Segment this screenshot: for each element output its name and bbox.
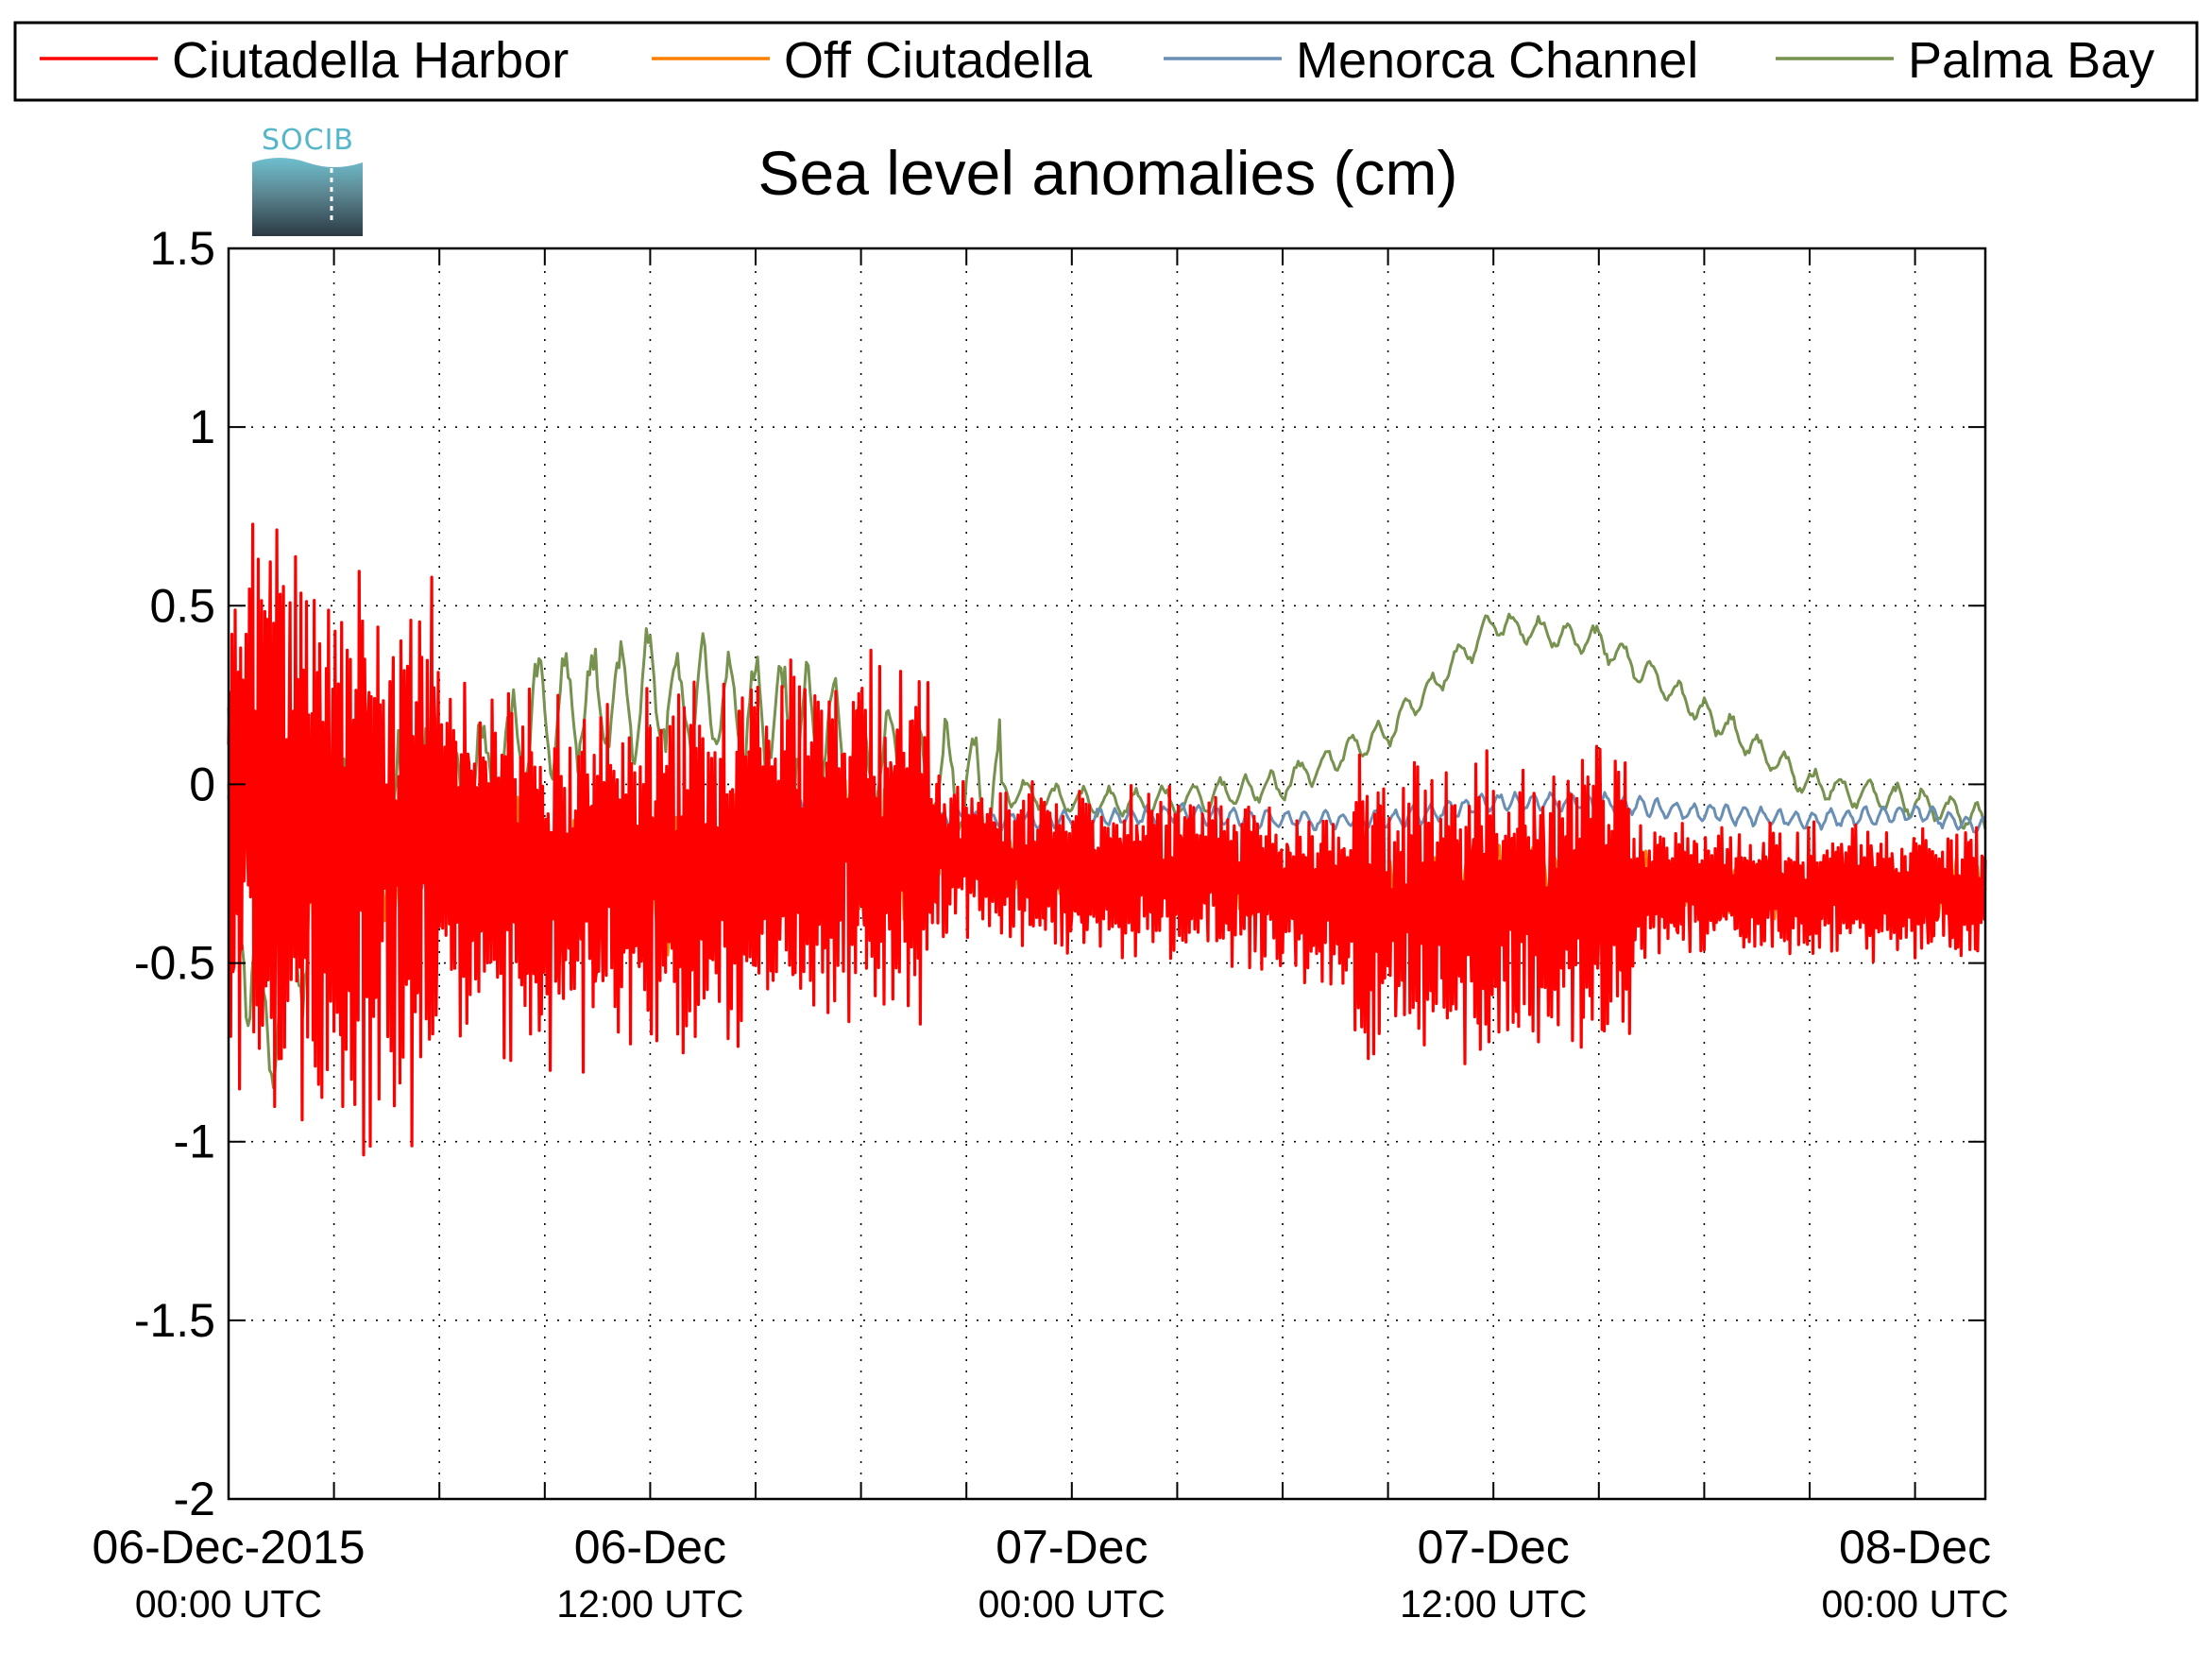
ticks — [228, 247, 1985, 1500]
y-tick-label: -2 — [174, 1473, 215, 1525]
x-tick-label-date: 07-Dec — [1418, 1521, 1570, 1574]
socib-logo: SOCIB — [252, 124, 363, 236]
y-tick-label: 0 — [189, 758, 215, 810]
plot-area: 1.5 1 0.5 0 -0.5 -1 -1.5 -2 06-Dec-2015 00:00 UT… — [92, 222, 2008, 1626]
series-layer — [227, 522, 1987, 1157]
plot-border — [227, 247, 1987, 1501]
legend-label: Off Ciutadella — [784, 32, 1093, 89]
y-tick-label: -0.5 — [134, 937, 215, 990]
chart-title: Sea level anomalies (cm) — [758, 138, 1458, 208]
x-tick-label-time: 12:00 UTC — [1400, 1582, 1587, 1626]
x-tick-label-date: 07-Dec — [995, 1521, 1148, 1574]
logo-water — [252, 156, 363, 236]
x-tick-label-time: 00:00 UTC — [1821, 1582, 2008, 1626]
legend-box — [13, 21, 2199, 102]
y-tick-label: -1 — [174, 1116, 215, 1168]
y-tick-label: 1 — [189, 400, 215, 453]
x-tick-label-time: 00:00 UTC — [978, 1582, 1166, 1626]
series-line-ciutadella-harbor — [227, 522, 1987, 1157]
x-tick-label-time: 12:00 UTC — [556, 1582, 743, 1626]
x-tick-label-date: 06-Dec — [574, 1521, 726, 1574]
y-axis-labels: 1.5 1 0.5 0 -0.5 -1 -1.5 -2 — [134, 222, 215, 1525]
y-tick-label: -1.5 — [134, 1294, 215, 1347]
legend-label: Palma Bay — [1908, 32, 2154, 89]
logo-text: SOCIB — [262, 124, 354, 157]
y-tick-label: 1.5 — [149, 222, 215, 275]
legend-label: Menorca Channel — [1296, 32, 1698, 89]
legend-label: Ciutadella Harbor — [172, 32, 569, 89]
x-tick-label-date: 06-Dec-2015 — [92, 1521, 365, 1574]
x-tick-label-date: 08-Dec — [1839, 1521, 1991, 1574]
legend: Ciutadella Harbor Off Ciutadella Menorca C… — [13, 21, 2199, 102]
logo-wave-icon — [252, 156, 363, 167]
x-tick-label-time: 00:00 UTC — [135, 1582, 322, 1626]
y-tick-label: 0.5 — [149, 579, 215, 632]
x-axis-labels: 06-Dec-2015 00:00 UTC 06-Dec 12:00 UTC 07-De… — [92, 1521, 2008, 1626]
